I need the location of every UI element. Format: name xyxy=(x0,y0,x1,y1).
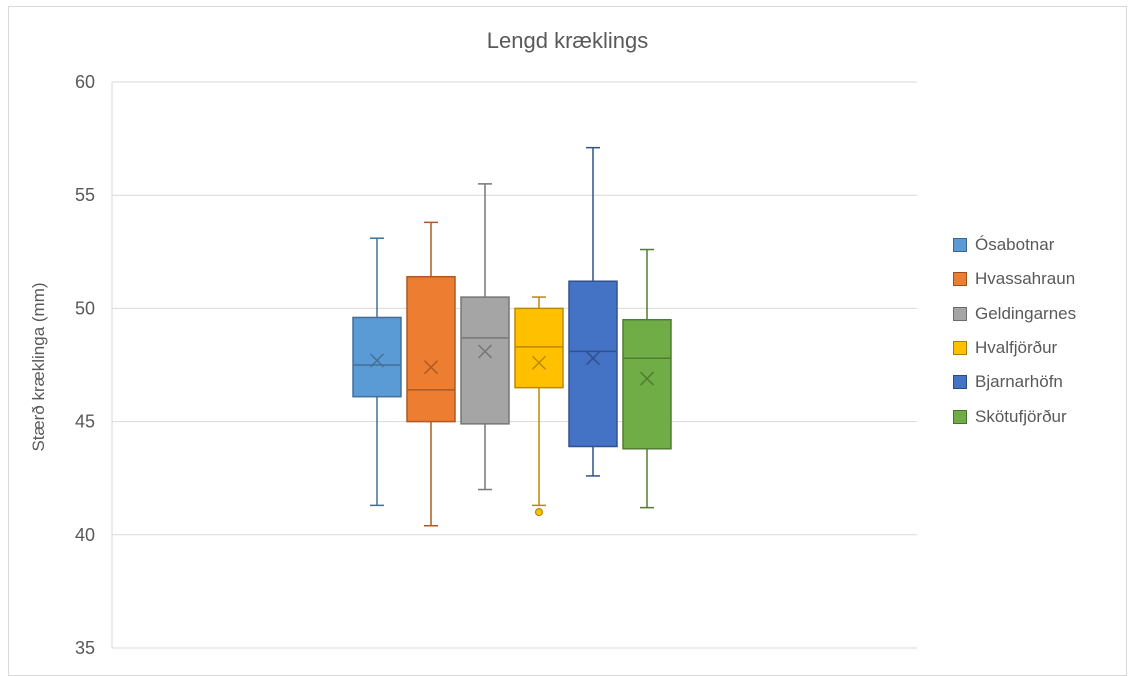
box-2 xyxy=(406,275,456,423)
legend: Ósabotnar Hvassahraun Geldingarnes Hvalfjör… xyxy=(953,228,1076,434)
legend-label: Hvalfjörður xyxy=(975,338,1058,358)
legend-swatch xyxy=(953,375,967,390)
mean-marker xyxy=(369,353,385,368)
box-4 xyxy=(514,307,564,389)
outlier-point xyxy=(534,508,544,517)
box-5 xyxy=(568,280,618,448)
legend-label: Geldingarnes xyxy=(975,303,1077,323)
y-tick-label: 35 xyxy=(75,638,95,658)
box-6 xyxy=(622,318,672,450)
box-1 xyxy=(352,316,402,398)
box-3 xyxy=(460,296,510,425)
legend-label: Bjarnarhöfn xyxy=(975,372,1063,392)
y-tick-label: 45 xyxy=(75,412,95,432)
legend-swatch xyxy=(953,238,967,253)
legend-swatch xyxy=(953,306,967,321)
legend-item: Skötufjörður xyxy=(953,399,1076,433)
mean-marker xyxy=(531,355,547,370)
legend-label: Ósabotnar xyxy=(975,235,1055,255)
y-tick-label: 60 xyxy=(75,72,95,92)
mean-marker xyxy=(477,344,493,359)
legend-item: Hvassahraun xyxy=(953,262,1076,296)
y-tick-label: 55 xyxy=(75,185,95,205)
y-tick-label: 50 xyxy=(75,298,95,318)
legend-swatch xyxy=(953,341,967,356)
legend-item: Hvalfjörður xyxy=(953,331,1076,365)
mean-marker xyxy=(639,371,655,386)
chart-title: Lengd kræklings xyxy=(486,28,649,53)
legend-swatch xyxy=(953,409,967,424)
legend-label: Skötufjörður xyxy=(975,406,1067,426)
legend-item: Ósabotnar xyxy=(953,228,1076,262)
legend-item: Geldingarnes xyxy=(953,297,1076,331)
legend-swatch xyxy=(953,272,967,287)
legend-item: Bjarnarhöfn xyxy=(953,365,1076,399)
mean-marker xyxy=(585,351,601,366)
legend-label: Hvassahraun xyxy=(975,269,1076,289)
y-tick-label: 40 xyxy=(75,525,95,545)
mean-marker xyxy=(423,360,439,375)
